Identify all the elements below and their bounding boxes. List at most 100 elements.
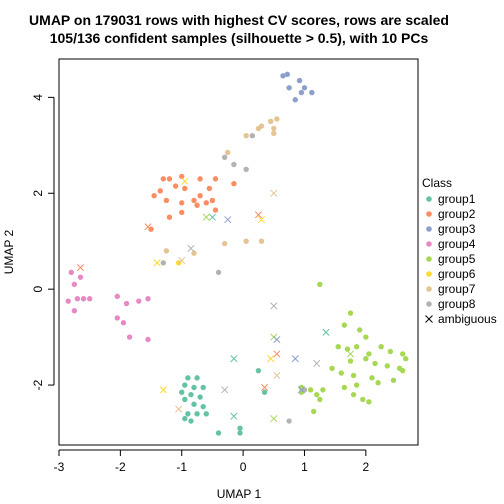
legend-marker [426, 256, 432, 262]
point-group8 [221, 154, 228, 160]
chart-title-line-1: UMAP on 179031 rows with highest CV scor… [29, 12, 449, 28]
point-group5 [357, 327, 363, 333]
legend-entry-group4: group4 [426, 237, 476, 251]
point-group5 [353, 382, 360, 388]
point-group7 [243, 133, 249, 139]
point-ambiguous [273, 350, 281, 358]
point-group2 [203, 200, 209, 206]
point-group1 [194, 375, 200, 381]
point-group5 [403, 355, 409, 362]
y-tick-label: 0 [31, 286, 45, 293]
chart-title-line-2: 105/136 confident samples (silhouette > … [50, 30, 429, 46]
point-group8 [160, 260, 167, 266]
point-group8 [215, 269, 222, 276]
legend-marker [426, 286, 432, 292]
point-group5 [317, 396, 323, 403]
legend-title: Class [422, 176, 452, 190]
point-group5 [360, 396, 366, 403]
point-group4 [114, 293, 120, 300]
point-group3 [280, 73, 286, 79]
point-group2 [151, 192, 157, 199]
y-axis: -2 0 2 4 [31, 94, 55, 390]
point-group5 [372, 360, 378, 367]
x-axis: -3 -2 -1 0 1 2 [54, 449, 369, 474]
point-ambiguous [254, 211, 262, 219]
point-group5 [378, 344, 384, 350]
point-group5 [350, 391, 357, 398]
point-group7 [274, 116, 280, 122]
legend-marker [426, 301, 432, 307]
point-group5 [369, 375, 375, 381]
point-group4 [77, 274, 84, 280]
point-ambiguous [153, 259, 161, 267]
point-group1 [191, 384, 197, 391]
legend-entry-group2: group2 [426, 207, 476, 221]
point-group1 [255, 367, 262, 374]
point-group2 [206, 185, 213, 192]
point-group5 [341, 322, 348, 328]
point-group1 [182, 415, 188, 422]
point-group7 [163, 248, 170, 254]
point-group1 [182, 396, 188, 403]
point-ambiguous [267, 355, 275, 363]
point-group4 [136, 298, 142, 304]
point-ambiguous [230, 355, 238, 363]
point-group2 [157, 188, 163, 194]
point-group2 [197, 192, 203, 199]
point-group5 [341, 384, 348, 391]
point-group8 [249, 133, 256, 139]
point-group5 [307, 387, 314, 393]
point-group4 [71, 281, 78, 288]
point-group4 [145, 336, 151, 343]
legend-marker [426, 241, 432, 247]
legend-entry-group5: group5 [426, 252, 476, 266]
point-ambiguous [208, 213, 216, 221]
point-group5 [399, 367, 406, 374]
point-ambiguous [221, 386, 229, 394]
scatter-points [65, 71, 409, 436]
x-tick-label: 1 [301, 460, 308, 474]
x-tick-label: -1 [176, 460, 187, 474]
point-ambiguous [313, 359, 321, 368]
point-group2 [179, 209, 185, 216]
point-group1 [200, 384, 206, 391]
point-ambiguous [257, 216, 266, 224]
legend-label: group4 [438, 237, 476, 251]
point-group3 [309, 89, 315, 96]
point-group2 [166, 214, 173, 220]
point-group5 [366, 399, 372, 405]
point-group7 [258, 238, 265, 244]
x-tick-label: -3 [54, 460, 65, 474]
legend-label: group6 [438, 267, 476, 281]
point-group5 [317, 281, 323, 288]
point-group1 [179, 389, 185, 395]
point-ambiguous [181, 177, 189, 185]
point-group2 [160, 176, 167, 182]
point-group5 [363, 355, 369, 362]
point-ambiguous [322, 328, 330, 336]
point-group2 [166, 176, 173, 182]
point-group2 [179, 200, 185, 206]
legend-entry-group7: group7 [426, 282, 476, 296]
point-group3 [292, 97, 298, 103]
point-group3 [296, 77, 303, 84]
point-group7 [268, 118, 274, 125]
point-ambiguous [230, 412, 238, 420]
point-group5 [310, 408, 317, 415]
point-group2 [209, 197, 216, 204]
point-group1 [237, 430, 243, 436]
point-group1 [203, 411, 209, 417]
y-tick-label: -2 [31, 379, 45, 390]
point-group1 [188, 391, 194, 398]
point-group5 [384, 363, 391, 369]
legend-entry-group6: group6 [426, 267, 476, 281]
point-ambiguous [291, 355, 299, 363]
y-tick-label: 2 [31, 190, 45, 197]
point-group8 [286, 418, 292, 424]
point-group5 [347, 358, 354, 364]
legend-label: group8 [438, 297, 476, 311]
y-axis-label: UMAP 2 [2, 229, 16, 274]
point-ambiguous [273, 371, 281, 380]
point-group5 [314, 391, 320, 398]
point-group2 [231, 180, 237, 187]
